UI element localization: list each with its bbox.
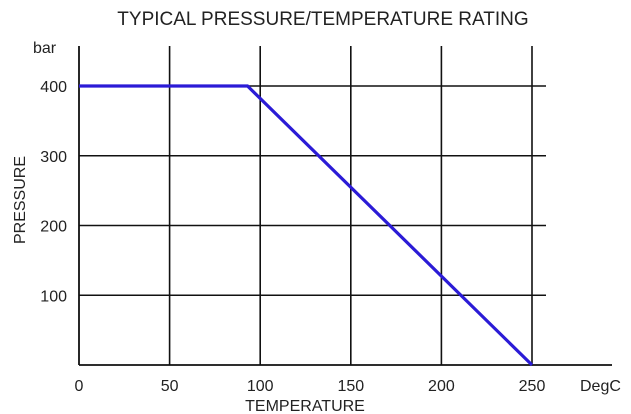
x-tick-label-150: 150	[337, 378, 364, 395]
y-axis-title: PRESSURE	[12, 156, 29, 244]
y-tick-labels: 100 200 300 400	[40, 79, 67, 305]
series-group	[79, 84, 534, 367]
y-tick-label-400: 400	[40, 79, 67, 96]
y-tick-label-100: 100	[40, 288, 67, 305]
x-tick-label-200: 200	[428, 378, 455, 395]
x-tick-labels: 0 50 100 150 200 250	[75, 378, 546, 395]
y-tick-label-200: 200	[40, 219, 67, 236]
x-tick-label-100: 100	[247, 378, 274, 395]
x-tick-label-50: 50	[161, 378, 179, 395]
x-tick-label-0: 0	[75, 378, 84, 395]
y-unit-label: bar	[33, 40, 57, 57]
y-tick-label-300: 300	[40, 149, 67, 166]
x-axis-title: TEMPERATURE	[245, 398, 365, 414]
grid	[79, 46, 546, 365]
series-line-0	[79, 84, 534, 367]
axes	[78, 46, 612, 366]
x-tick-label-250: 250	[519, 378, 546, 395]
chart-title: TYPICAL PRESSURE/TEMPERATURE RATING	[117, 9, 528, 30]
x-unit-label: DegC	[580, 378, 621, 395]
